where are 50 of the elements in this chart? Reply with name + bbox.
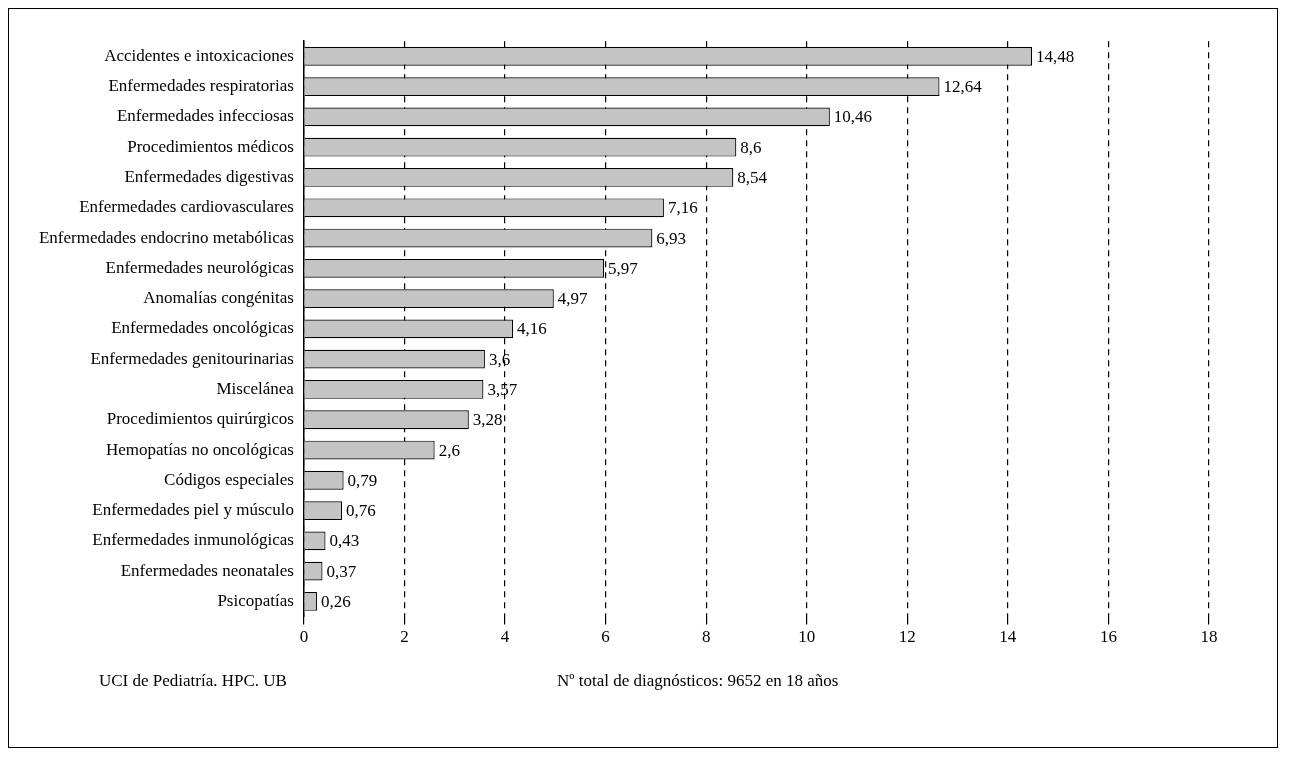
- data-label: 10,46: [833, 107, 873, 127]
- x-tick-label: 4: [500, 627, 510, 647]
- y-tick-label: Enfermedades endocrino metabólicas: [38, 227, 294, 247]
- x-tick-label: 0: [299, 627, 309, 647]
- x-tick-label: 8: [701, 627, 711, 647]
- data-label: 3,57: [487, 379, 518, 399]
- x-tick-label: 14: [999, 627, 1017, 647]
- data-label: 8,6: [740, 137, 762, 157]
- x-tick-label: 2: [400, 627, 409, 647]
- data-label: 3,6: [488, 349, 511, 369]
- y-tick-label: Anomalías congénitas: [143, 288, 294, 308]
- data-label: 3,28: [472, 410, 503, 430]
- data-label: 12,64: [943, 77, 983, 97]
- x-tick-label: 6: [601, 627, 610, 647]
- y-tick-label: Enfermedades digestivas: [124, 166, 294, 186]
- x-tick-label: 12: [898, 627, 916, 647]
- data-label: 4,16: [517, 319, 547, 339]
- x-tick-label: 16: [1099, 627, 1117, 647]
- y-tick-label: Enfermedades piel y músculo: [92, 500, 294, 520]
- y-tick-label: Enfermedades neurológicas: [105, 257, 294, 277]
- text: Nº total de diagnósticos: 9652 en 18 años: [556, 671, 839, 691]
- data-label: 0,79: [347, 470, 378, 490]
- data-label: 14,48: [1036, 46, 1075, 66]
- y-tick-label: Procedimientos médicos: [127, 136, 294, 156]
- y-tick-label: Enfermedades respiratorias: [108, 76, 294, 96]
- data-label: 0,37: [326, 561, 357, 581]
- y-tick-label: Enfermedades genitourinarias: [90, 348, 294, 368]
- y-tick-label: Enfermedades cardiovasculares: [79, 197, 294, 217]
- text: UCI de Pediatría. HPC. UB: [99, 671, 287, 691]
- data-label: 4,97: [557, 289, 589, 309]
- y-tick-label: Enfermedades infecciosas: [116, 106, 294, 126]
- data-label: 6,93: [656, 228, 687, 248]
- y-tick-label: Accidentes e intoxicaciones: [104, 45, 294, 65]
- y-tick-label: Códigos especiales: [164, 469, 294, 489]
- y-tick-label: Psicopatías: [217, 590, 294, 610]
- y-tick-label: Enfermedades oncológicas: [111, 318, 294, 338]
- data-label: 0,43: [329, 531, 360, 551]
- data-label: 8,54: [737, 167, 768, 187]
- x-tick-label: 18: [1200, 627, 1218, 647]
- data-label: 7,16: [667, 198, 698, 218]
- x-tick-label: 10: [798, 627, 816, 647]
- data-label: 0,26: [320, 591, 351, 611]
- y-tick-label: Enfermedades inmunológicas: [92, 530, 294, 550]
- y-tick-label: Miscelánea: [216, 378, 295, 398]
- data-label: 5,97: [608, 258, 639, 278]
- y-tick-label: Enfermedades neonatales: [120, 560, 294, 580]
- data-label: 0,76: [346, 501, 376, 521]
- data-label: 2,6: [438, 440, 460, 460]
- y-tick-label: Hemopatías no oncológicas: [105, 439, 294, 459]
- y-tick-label: Procedimientos quirúrgicos: [106, 409, 294, 429]
